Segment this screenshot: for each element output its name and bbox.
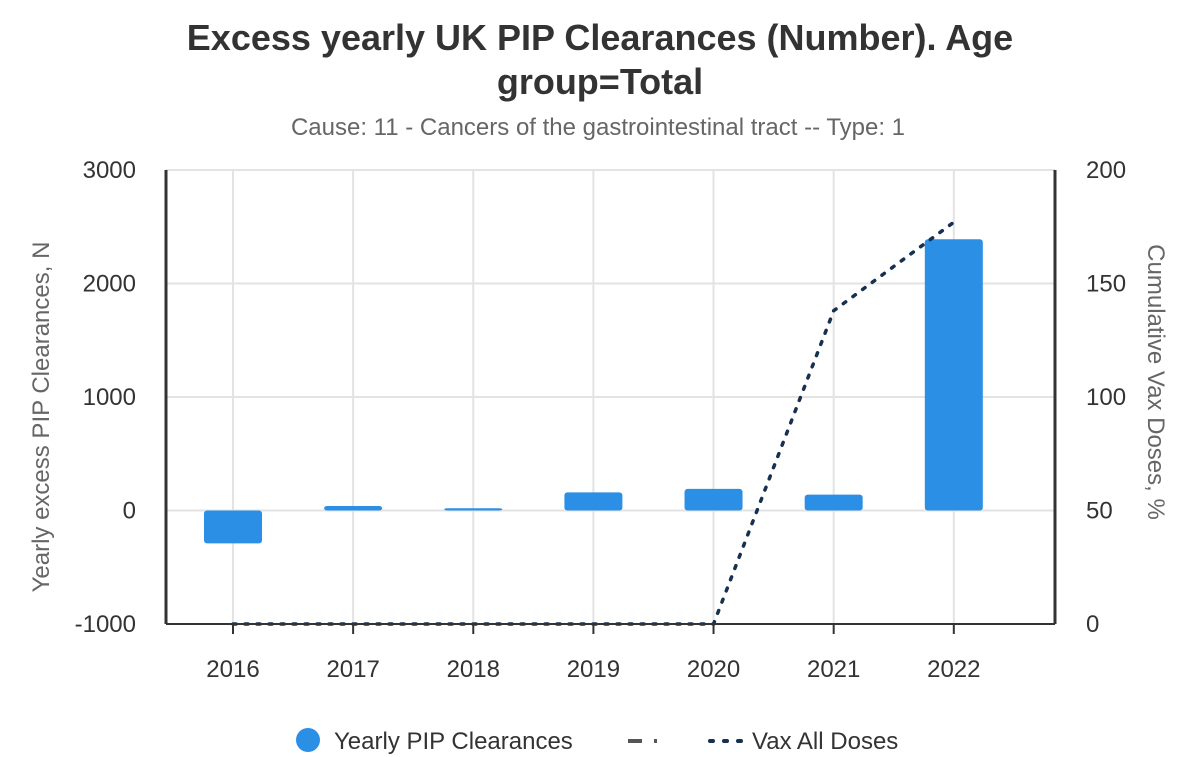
y-right-tick-label: 100 [1086, 384, 1126, 411]
legend-marker-yearly-pip [296, 728, 320, 752]
tick-labels: 3000 2000 1000 0 -1000 200 150 100 50 0 2016 2017 20… [75, 157, 1126, 683]
y-right-tick-label: 200 [1086, 157, 1126, 184]
x-tick-label: 2021 [807, 656, 860, 683]
bar-2018 [444, 508, 503, 511]
x-tick-label: 2019 [567, 656, 620, 683]
bar-2022 [924, 239, 983, 511]
y-left-tick-label: -1000 [75, 611, 136, 638]
y-right-tick-label: 50 [1086, 498, 1113, 525]
y-right-tick-label: 150 [1086, 271, 1126, 298]
chart-subtitle: Cause: 11 - Cancers of the gastrointesti… [291, 114, 905, 141]
gridlines [166, 169, 1055, 625]
x-tick-label: 2020 [687, 656, 740, 683]
axes [164, 170, 1057, 634]
bar-2019 [564, 492, 623, 511]
chart-title-line-2: group=Total [497, 61, 703, 102]
y-left-tick-label: 0 [123, 498, 136, 525]
bar-2020 [684, 488, 743, 511]
x-tick-label: 2016 [206, 656, 259, 683]
bar-2016 [204, 510, 262, 544]
x-tick-label: 2018 [447, 656, 500, 683]
bar-2017 [324, 505, 383, 511]
legend-label-vax: Vax All Doses [752, 728, 898, 755]
y-left-tick-label: 1000 [83, 384, 136, 411]
legend-label-yearly-pip: Yearly PIP Clearances [334, 728, 573, 755]
chart-title-line-1: Excess yearly UK PIP Clearances (Number)… [187, 17, 1013, 58]
bar-2021 [804, 494, 863, 511]
y-right-tick-label: 0 [1086, 611, 1099, 638]
bar-series [204, 239, 983, 544]
legend: Yearly PIP Clearances Vax All Doses [296, 728, 898, 755]
x-tick-label: 2017 [326, 656, 379, 683]
y-left-tick-label: 3000 [83, 157, 136, 184]
y-right-axis-title: Cumulative Vax Doses, % [1142, 244, 1169, 520]
y-left-axis-title: Yearly excess PIP Clearances, N [28, 242, 55, 593]
x-tick-label: 2022 [927, 656, 980, 683]
y-left-tick-label: 2000 [83, 271, 136, 298]
